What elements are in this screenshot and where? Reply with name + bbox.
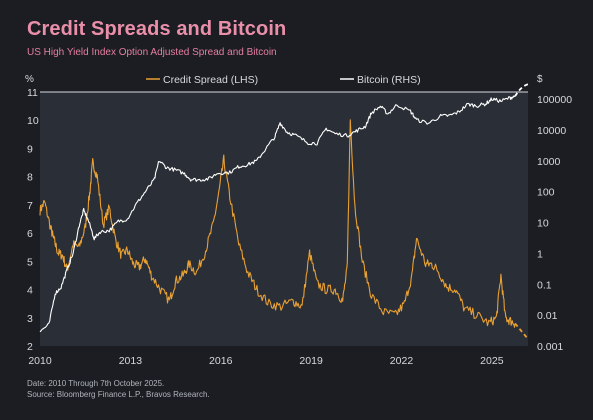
- left-tick-label: 9: [27, 143, 33, 155]
- x-tick-label: 2010: [28, 355, 52, 367]
- left-tick-label: 3: [27, 313, 33, 325]
- x-tick-label: 2013: [119, 355, 143, 367]
- series-group: [39, 83, 529, 340]
- left-tick-label: 6: [27, 228, 33, 240]
- right-tick-label: 1000: [537, 156, 561, 168]
- right-tick-label: 10: [537, 218, 549, 230]
- legend-bitcoin-label: Bitcoin (RHS): [357, 74, 421, 86]
- right-axis-unit: $: [537, 74, 543, 85]
- left-tick-label: 11: [27, 87, 38, 99]
- left-tick-label: 4: [27, 285, 33, 297]
- x-tick-label: 2022: [390, 355, 414, 367]
- footer-source-note: Source: Bloomberg Finance L.P., Bravos R…: [27, 390, 210, 399]
- left-tick-label: 8: [27, 172, 33, 184]
- chart-subtitle: US High Yield Index Option Adjusted Spre…: [27, 47, 277, 58]
- legend-spread-label: Credit Spread (LHS): [163, 74, 258, 86]
- right-tick-label: 10000: [537, 125, 566, 137]
- bitcoin-line: [39, 95, 516, 333]
- legend: Credit Spread (LHS) Bitcoin (RHS): [146, 74, 421, 86]
- footer-date-note: Date: 2010 Through 7th October 2025.: [27, 379, 165, 388]
- right-y-axis: 0.001 0.01 0.1 1 10 100 1000 10000 100000: [537, 94, 572, 353]
- credit-spread-line: [39, 119, 516, 328]
- right-tick-label: 0.1: [537, 279, 552, 291]
- left-axis-unit: %: [25, 74, 34, 85]
- right-tick-label: 100000: [537, 94, 572, 106]
- credit-spread-projection: [514, 322, 529, 340]
- bitcoin-projection: [514, 83, 529, 97]
- x-tick-label: 2016: [209, 355, 233, 367]
- x-axis: 2010 2013 2016 2019 2022 2025: [28, 355, 503, 367]
- chart-title: Credit Spreads and Bitcoin: [27, 18, 287, 40]
- left-tick-label: 5: [27, 256, 33, 268]
- plot-area: [40, 92, 528, 346]
- x-tick-label: 2025: [480, 355, 504, 367]
- left-tick-label: 2: [27, 341, 33, 353]
- right-tick-label: 100: [537, 187, 555, 199]
- x-tick-label: 2019: [299, 355, 323, 367]
- right-tick-label: 1: [537, 248, 543, 260]
- right-tick-label: 0.01: [537, 310, 558, 322]
- left-y-axis: 2 3 4 5 6 7 8 9 10 11: [27, 87, 39, 353]
- left-tick-label: 7: [27, 200, 33, 212]
- right-tick-label: 0.001: [537, 341, 563, 353]
- left-tick-label: 10: [27, 115, 39, 127]
